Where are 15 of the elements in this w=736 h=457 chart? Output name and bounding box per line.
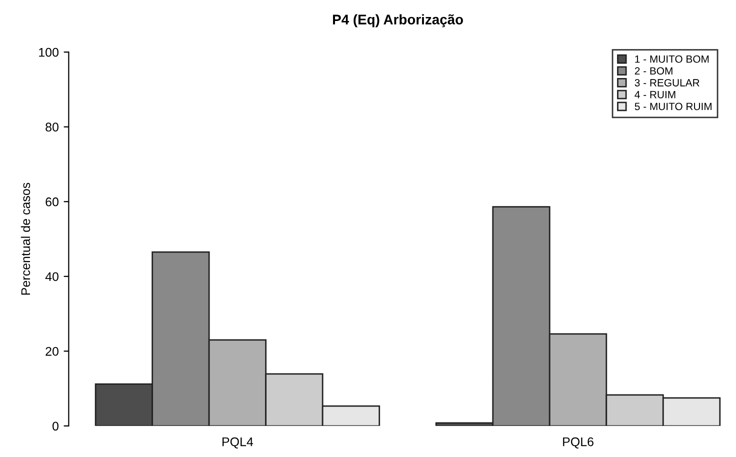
y-tick-label: 60 [46, 197, 58, 206]
legend-label: 1 - MUITO BOM [635, 55, 709, 63]
y-tick-label: 80 [46, 122, 58, 132]
y-tick-label: 0 [52, 422, 58, 431]
y-tick-label: 100 [39, 48, 58, 57]
legend-label: 4 - RUIM [634, 91, 676, 98]
legend-label: 3 - REGULAR [634, 79, 700, 86]
y-tick-label: 40 [45, 272, 58, 282]
x-tick-label: PQL4 [222, 437, 254, 448]
y-axis-title: Percentual de casos [20, 182, 30, 295]
legend-label: 2 - BOM [634, 67, 672, 75]
x-tick-label: PQL6 [563, 437, 594, 448]
legend-label: 5 - MUITO RUIM [634, 102, 712, 110]
chart-title: P4 (Eq) Arborização [333, 14, 463, 28]
y-tick-label: 20 [46, 346, 58, 356]
